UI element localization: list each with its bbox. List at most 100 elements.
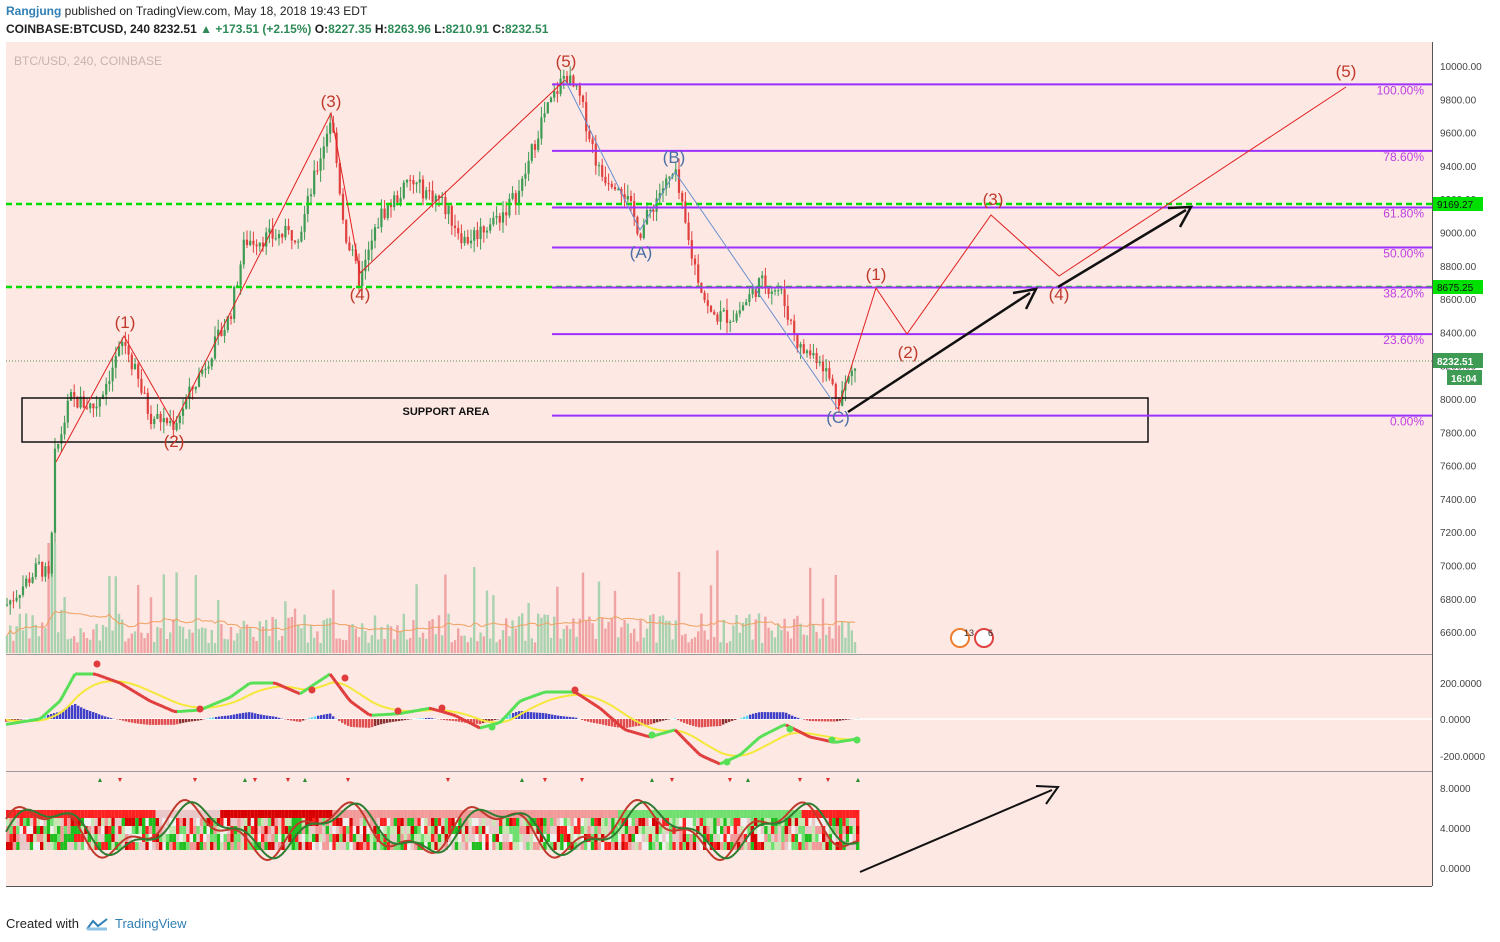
candle-body	[197, 373, 201, 387]
macd-histogram-bar	[182, 719, 185, 723]
heatmap-cell	[529, 826, 533, 834]
heatmap-cell	[431, 842, 435, 850]
heatmap-cell	[247, 818, 251, 826]
heatmap-cell	[461, 810, 465, 818]
support-area-box[interactable]	[21, 397, 1149, 443]
candle-body	[98, 398, 101, 407]
tradingview-link[interactable]: TradingView	[114, 916, 187, 931]
heatmap-cell	[369, 818, 374, 826]
price-chart[interactable]: BTC/USD, 240, COINBASE SUPPORT AREA 100.…	[0, 40, 1500, 888]
heatmap-cell	[274, 834, 278, 842]
heatmap-cell	[97, 810, 102, 818]
price-tick-label: 7200.00	[1440, 528, 1477, 539]
macd-histogram-bar	[683, 719, 686, 723]
heatmap-cell	[94, 834, 98, 842]
heatmap-cell	[278, 834, 282, 842]
heatmap-cell	[788, 826, 792, 834]
volume-bar	[588, 616, 591, 653]
heatmap-cell	[332, 842, 336, 850]
volume-bar	[783, 618, 786, 653]
author-link[interactable]: Rangjung	[6, 4, 62, 18]
oscillator-signal-mark: ▼	[345, 777, 352, 784]
oscillator-signal-mark: ▼	[445, 777, 452, 784]
heatmap-cell	[839, 826, 843, 834]
heatmap-cell	[434, 842, 438, 850]
fibonacci-retracement[interactable]: 100.00%78.60%61.80%50.00%38.20%23.60%0.0…	[552, 83, 1432, 429]
heatmap-cell	[74, 826, 78, 834]
volume-bar	[610, 617, 613, 653]
macd-pane[interactable]	[6, 655, 1432, 771]
volume-bar	[831, 638, 834, 653]
macd-histogram-bar	[530, 712, 533, 719]
volume-bar	[767, 627, 770, 653]
heatmap-cell	[176, 818, 180, 826]
corrective-wave-line[interactable]	[564, 79, 839, 410]
heatmap-cell	[67, 818, 71, 826]
bullish-arrow-2[interactable]	[1057, 205, 1194, 289]
heatmap-cell	[526, 810, 530, 818]
heatmap-cell	[662, 826, 666, 834]
heatmap-cell	[227, 818, 231, 826]
heatmap-cell	[628, 818, 632, 826]
heatmap-cell	[584, 834, 588, 842]
heatmap-cell	[135, 810, 139, 818]
bullish-arrow-1[interactable]	[847, 287, 1039, 414]
projected-wave-line[interactable]	[837, 86, 1347, 410]
macd-histogram-bar	[701, 719, 704, 728]
price-axis[interactable]: 10000.009800.009600.009400.009200.009000…	[1440, 62, 1482, 639]
price-pane[interactable]	[6, 42, 1432, 654]
candle-body	[569, 75, 572, 86]
heatmap-cell	[94, 826, 98, 834]
macd-histogram-bar	[404, 719, 407, 721]
candle-body	[53, 448, 57, 533]
heatmap-cell	[757, 810, 761, 818]
heatmap-cell	[434, 810, 438, 818]
heatmap-cell	[641, 826, 646, 834]
volume-bar	[674, 620, 677, 653]
candle-body	[607, 183, 610, 185]
impulse-wave-line[interactable]	[55, 79, 566, 463]
heatmap-cell	[380, 826, 384, 834]
volume-bar	[293, 608, 297, 653]
heatmap-cell	[267, 810, 272, 818]
volume-bar	[745, 617, 748, 653]
macd-histogram-bar	[425, 718, 428, 719]
macd-histogram-bar	[95, 713, 98, 719]
oscillator-tick-label: 0.0000	[1440, 864, 1471, 875]
heatmap-cell	[560, 842, 564, 850]
candle-body	[367, 249, 370, 260]
heatmap-cell	[227, 834, 231, 842]
heatmap-cell	[410, 818, 414, 826]
macd-cross-dot	[438, 704, 446, 712]
heatmap-cell	[808, 818, 812, 826]
heatmap-cell	[556, 834, 561, 842]
volume-bar	[601, 618, 604, 653]
heatmap-cell	[818, 842, 822, 850]
macd-histogram-bar	[122, 719, 125, 721]
heatmap-cell	[703, 818, 707, 826]
macd-histogram-bar	[713, 719, 716, 727]
candle-body	[629, 196, 633, 202]
heatmap-cell	[193, 834, 197, 842]
macd-histogram-bar	[167, 719, 170, 725]
macd-histogram-bar	[179, 719, 182, 724]
economic-events-icon[interactable]: 13 6	[950, 628, 994, 648]
bullish-arrow-3[interactable]	[859, 785, 1060, 873]
heatmap-cell	[240, 834, 244, 842]
heatmap-cell	[696, 842, 700, 850]
heatmap-cell	[696, 826, 700, 834]
candle-body	[693, 258, 697, 265]
heatmap-cell	[199, 834, 204, 842]
candle-body	[565, 76, 569, 86]
heatmap-cell	[87, 810, 91, 818]
heatmap-cell	[458, 842, 462, 850]
heatmap-cell	[339, 826, 343, 834]
macd-histogram-bar	[200, 719, 203, 721]
oscillator-signal-mark: ▼	[579, 777, 586, 784]
volume-bar	[828, 626, 831, 653]
candle-body	[15, 597, 18, 601]
volume-bar	[489, 638, 492, 653]
heatmap-cell	[635, 842, 639, 850]
